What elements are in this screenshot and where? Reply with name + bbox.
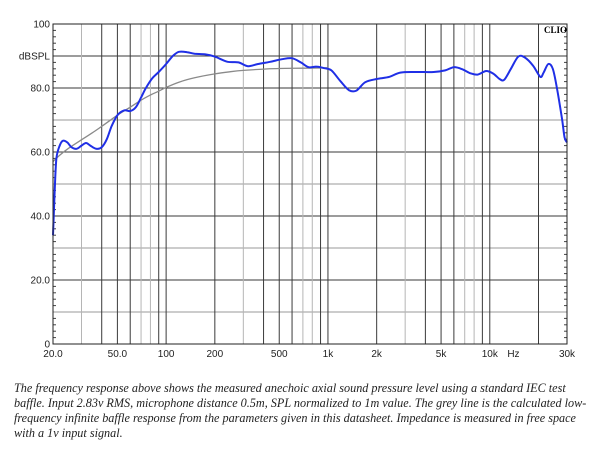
- chart-grid: [53, 24, 567, 344]
- y-tick-label: 100: [33, 20, 50, 31]
- x-tick-label: Hz: [507, 349, 519, 360]
- clio-watermark: CLIO: [544, 25, 567, 35]
- x-tick-label: 50.0: [108, 349, 128, 360]
- y-tick-label: 60.0: [31, 148, 51, 159]
- chart-caption: The frequency response above shows the m…: [14, 381, 587, 440]
- x-tick-label: 100: [158, 349, 175, 360]
- y-tick-label: 40.0: [31, 212, 51, 223]
- calculated-baffle-response-line: [52, 67, 329, 163]
- x-tick-label: 200: [206, 349, 223, 360]
- chart-series: [52, 50, 568, 236]
- x-axis: 20.0 50.0 100 200 500 1k 2k 5k 10k Hz 30k: [43, 349, 576, 360]
- x-tick-label: 5k: [436, 349, 448, 360]
- x-tick-label: 1k: [323, 349, 335, 360]
- y-axis: 0 20.0 40.0 60.0 80.0 dBSPL 100: [19, 20, 51, 351]
- y-tick-label: 20.0: [31, 276, 51, 287]
- x-tick-label: 30k: [559, 349, 576, 360]
- measured-response-line: [52, 50, 568, 236]
- x-tick-label: 2k: [371, 349, 383, 360]
- plot-frame: [52, 23, 568, 345]
- y-tick-label: dBSPL: [19, 52, 51, 63]
- y-tick-label: 0: [44, 340, 50, 351]
- x-tick-label: 10k: [482, 349, 499, 360]
- x-tick-label: 500: [271, 349, 288, 360]
- x-tick-label: 20.0: [43, 349, 63, 360]
- y-tick-label: 80.0: [31, 84, 51, 95]
